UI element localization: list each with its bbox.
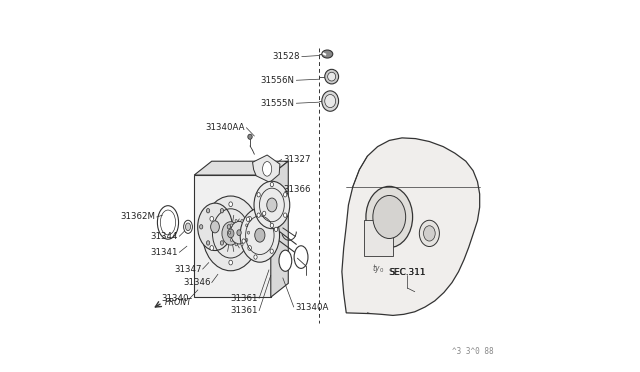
Ellipse shape	[241, 243, 243, 246]
Ellipse shape	[227, 225, 230, 229]
Ellipse shape	[275, 227, 278, 231]
Text: ^3 3^0 88: ^3 3^0 88	[452, 347, 493, 356]
Ellipse shape	[424, 226, 435, 241]
Ellipse shape	[237, 230, 241, 235]
Text: 31555N: 31555N	[260, 99, 294, 108]
Ellipse shape	[419, 220, 440, 247]
Polygon shape	[364, 219, 393, 256]
Text: 31327: 31327	[284, 155, 311, 164]
Ellipse shape	[229, 260, 232, 265]
Ellipse shape	[270, 223, 273, 228]
Ellipse shape	[262, 211, 266, 215]
Text: 31556N: 31556N	[260, 76, 294, 85]
Ellipse shape	[241, 219, 243, 222]
Ellipse shape	[366, 186, 413, 248]
Ellipse shape	[220, 241, 223, 245]
Text: 31347: 31347	[174, 264, 202, 274]
Ellipse shape	[328, 72, 335, 81]
Text: 31340A: 31340A	[295, 302, 328, 311]
Ellipse shape	[254, 181, 290, 229]
Ellipse shape	[230, 221, 248, 244]
Ellipse shape	[257, 213, 260, 217]
Ellipse shape	[257, 193, 260, 197]
Ellipse shape	[227, 229, 234, 238]
Ellipse shape	[200, 225, 203, 229]
Ellipse shape	[248, 134, 252, 140]
Ellipse shape	[262, 161, 272, 176]
Ellipse shape	[270, 249, 273, 253]
Ellipse shape	[284, 213, 287, 217]
Ellipse shape	[210, 217, 214, 221]
Ellipse shape	[235, 219, 237, 222]
Text: 31340AA: 31340AA	[206, 123, 245, 132]
Ellipse shape	[228, 231, 230, 234]
Ellipse shape	[246, 224, 248, 227]
Ellipse shape	[210, 246, 214, 250]
Ellipse shape	[220, 209, 223, 213]
Ellipse shape	[248, 246, 252, 250]
Ellipse shape	[322, 91, 339, 111]
Ellipse shape	[222, 222, 239, 245]
Ellipse shape	[255, 228, 265, 242]
Text: 31344: 31344	[150, 232, 178, 241]
Ellipse shape	[279, 250, 292, 271]
Ellipse shape	[240, 208, 280, 262]
Ellipse shape	[242, 239, 245, 243]
Ellipse shape	[373, 195, 406, 238]
Ellipse shape	[248, 217, 252, 221]
Polygon shape	[271, 161, 288, 297]
Text: 31340: 31340	[161, 294, 189, 303]
Text: 31361: 31361	[230, 306, 258, 315]
Ellipse shape	[198, 203, 232, 250]
Ellipse shape	[270, 182, 273, 187]
Polygon shape	[342, 138, 479, 315]
Ellipse shape	[230, 224, 232, 227]
Ellipse shape	[246, 238, 248, 241]
Ellipse shape	[267, 198, 277, 212]
Text: FRONT: FRONT	[164, 298, 191, 307]
Ellipse shape	[157, 206, 179, 239]
Polygon shape	[194, 161, 288, 175]
Ellipse shape	[294, 246, 308, 268]
Text: SEC.311: SEC.311	[388, 268, 426, 277]
Ellipse shape	[229, 202, 232, 206]
Polygon shape	[253, 155, 280, 182]
Ellipse shape	[324, 94, 335, 108]
Ellipse shape	[184, 220, 193, 233]
Ellipse shape	[202, 196, 259, 271]
Text: SEC.311: SEC.311	[389, 268, 426, 277]
Ellipse shape	[230, 238, 232, 241]
Ellipse shape	[246, 217, 250, 221]
Ellipse shape	[211, 221, 220, 233]
Ellipse shape	[235, 243, 237, 246]
Ellipse shape	[324, 69, 339, 84]
Ellipse shape	[284, 193, 287, 197]
Text: 31362M: 31362M	[120, 212, 156, 221]
Text: 31366: 31366	[284, 185, 311, 194]
Ellipse shape	[322, 50, 333, 58]
Text: $ty_0$: $ty_0$	[372, 262, 385, 275]
Polygon shape	[194, 175, 271, 297]
Ellipse shape	[207, 241, 210, 245]
Ellipse shape	[186, 223, 191, 231]
Ellipse shape	[254, 255, 257, 259]
Text: 31346: 31346	[183, 278, 211, 287]
Text: 31361: 31361	[230, 294, 258, 303]
Text: 31341: 31341	[150, 248, 178, 257]
Text: 31528: 31528	[273, 52, 300, 61]
Ellipse shape	[207, 209, 210, 213]
Ellipse shape	[248, 231, 250, 234]
